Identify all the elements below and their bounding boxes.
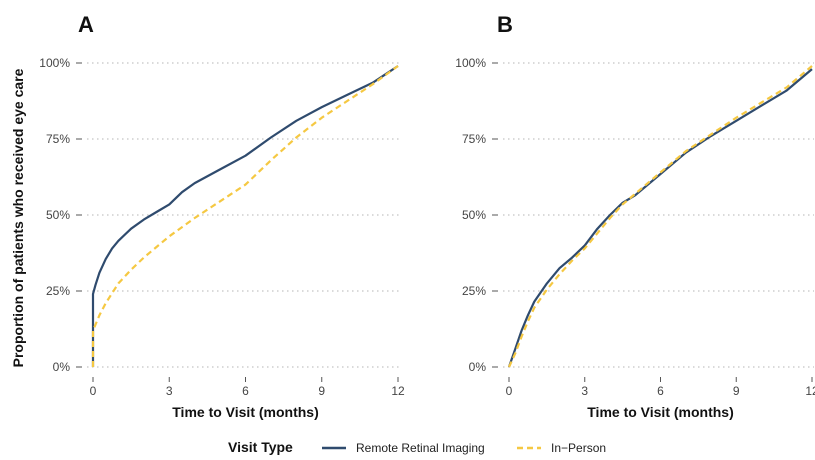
series-line-remote-retinal-imaging <box>507 68 813 368</box>
x-tick-label: 3 <box>166 384 173 398</box>
y-tick-label: 0% <box>469 360 487 374</box>
x-tick-label: 9 <box>733 384 740 398</box>
y-tick-label: 50% <box>462 208 486 222</box>
x-tick-label: 0 <box>506 384 513 398</box>
x-tick-label: 12 <box>391 384 405 398</box>
x-tick-label: 6 <box>657 384 664 398</box>
x-axis-title: Time to Visit (months) <box>172 404 319 420</box>
series-line-in-person <box>91 65 399 367</box>
series-line-in-person <box>508 65 813 368</box>
y-axis-title: Proportion of patients who received eye … <box>10 68 26 367</box>
panel-a: A 0% 25% 50% 75% 100% 0 3 6 9 12 Time to Visit (mon… <box>39 12 405 420</box>
y-tick-label: 25% <box>46 284 70 298</box>
x-tick-label: 3 <box>581 384 588 398</box>
x-tick-label: 6 <box>242 384 249 398</box>
y-tick-label: 25% <box>462 284 486 298</box>
x-axis-title: Time to Visit (months) <box>587 404 734 420</box>
panel-label: B <box>497 12 513 37</box>
y-tick-label: 75% <box>46 132 70 146</box>
y-tick-label: 75% <box>462 132 486 146</box>
y-tick-label: 100% <box>39 56 70 70</box>
legend-label-remote-retinal-imaging: Remote Retinal Imaging <box>356 441 485 455</box>
y-tick-label: 100% <box>455 56 486 70</box>
legend-label-in-person: In−Person <box>551 441 606 455</box>
series-line-remote-retinal-imaging <box>91 65 399 367</box>
y-tick-label: 0% <box>53 360 71 374</box>
legend-title: Visit Type <box>228 439 293 455</box>
legend: Visit Type Remote Retinal Imaging In−Per… <box>228 439 606 455</box>
panel-b: B 0% 25% 50% 75% 100% 0 3 6 9 12 Time to Visit (mon… <box>455 12 815 420</box>
x-tick-label: 9 <box>318 384 325 398</box>
panel-label: A <box>78 12 94 37</box>
x-tick-label: 0 <box>90 384 97 398</box>
y-tick-label: 50% <box>46 208 70 222</box>
x-tick-label: 12 <box>805 384 815 398</box>
